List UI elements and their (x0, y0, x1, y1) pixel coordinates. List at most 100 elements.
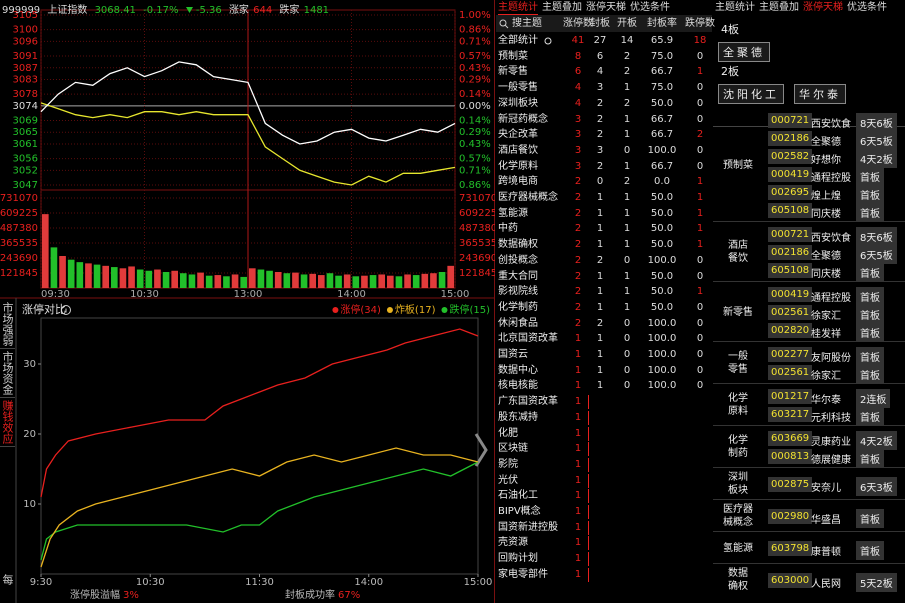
stock-code[interactable]: 002561 (768, 305, 813, 320)
stock-name[interactable]: 徐家汇 (811, 311, 841, 322)
theme-name[interactable]: 化学制药 (498, 301, 538, 313)
stock-code[interactable]: 002980 (768, 509, 813, 524)
side-tab[interactable]: 赚钱效应 (0, 398, 15, 447)
stock-name[interactable]: 好想你 (811, 155, 841, 166)
board-stock[interactable]: 全聚德 (718, 42, 770, 62)
group-label[interactable]: 新零售 (723, 306, 753, 318)
group-label[interactable]: 化学制药 (728, 435, 748, 459)
stock-code[interactable]: 002875 (768, 477, 813, 492)
theme-name[interactable]: 家电零部件 (498, 568, 548, 580)
group-label[interactable]: 预制菜 (723, 159, 753, 171)
group-label[interactable]: 医疗器械概念 (723, 504, 753, 528)
theme-name[interactable]: 跨境电商 (498, 176, 538, 188)
stock-name[interactable]: 全聚德 (811, 251, 841, 262)
stock-name[interactable]: 煌上煌 (811, 191, 841, 202)
column-header[interactable]: 封板率 (647, 18, 677, 29)
group-label[interactable]: 数据确权 (728, 568, 748, 592)
theme-name[interactable]: 股东减持 (498, 411, 538, 423)
column-header[interactable]: 跌停数 (685, 18, 715, 29)
stock-code[interactable]: 002186 (768, 131, 813, 146)
group-label[interactable]: 深圳板块 (728, 472, 748, 496)
theme-name[interactable]: 化学原料 (498, 160, 538, 172)
theme-name[interactable]: 新冠药概念 (498, 113, 548, 125)
stock-code[interactable]: 603669 (768, 431, 813, 446)
stock-code[interactable]: 000419 (768, 167, 813, 182)
stock-code[interactable]: 605108 (768, 263, 813, 278)
stock-code[interactable]: 002186 (768, 245, 813, 260)
theme-name[interactable]: 化肥 (498, 427, 518, 439)
stock-code[interactable]: 605108 (768, 203, 813, 218)
theme-name[interactable]: 影视院线 (498, 286, 538, 298)
stock-name[interactable]: 徐家汇 (811, 371, 841, 382)
stock-name[interactable]: 西安饮食 (811, 233, 851, 244)
expand-arrow[interactable] (474, 433, 488, 467)
theme-name[interactable]: 影院 (498, 458, 518, 470)
side-tab[interactable]: 市场资金 (0, 349, 15, 398)
theme-name[interactable]: 全部统计 (498, 35, 538, 46)
stock-name[interactable]: 康普顿 (811, 547, 841, 558)
theme-name[interactable]: 石油化工 (498, 490, 538, 502)
stock-code[interactable]: 000721 (768, 113, 813, 128)
info-icon[interactable] (61, 305, 71, 315)
theme-name[interactable]: 数据中心 (498, 364, 538, 376)
theme-name[interactable]: 国资新进控股 (498, 521, 558, 533)
theme-name[interactable]: 北京国资改革 (498, 333, 558, 345)
stock-name[interactable]: 华尔泰 (811, 395, 841, 406)
theme-name[interactable]: 国资云 (498, 349, 528, 360)
theme-name[interactable]: 一般零售 (498, 82, 538, 94)
stock-name[interactable]: 德展健康 (811, 455, 851, 466)
theme-name[interactable]: 氢能源 (498, 207, 528, 219)
table-tab[interactable]: 涨停天梯 (586, 2, 626, 13)
stock-name[interactable]: 人民网 (811, 579, 841, 590)
stock-name[interactable]: 全聚德 (811, 137, 841, 148)
stock-name[interactable]: 元利科技 (811, 413, 851, 424)
theme-name[interactable]: 预制菜 (498, 50, 528, 62)
board-stock[interactable]: 华尔泰 (794, 84, 846, 104)
theme-name[interactable]: 数据确权 (498, 239, 538, 251)
theme-name[interactable]: 回购计划 (498, 553, 538, 565)
stock-code[interactable]: 603217 (768, 407, 813, 422)
theme-name[interactable]: 医疗器械概念 (498, 192, 558, 203)
stock-code[interactable]: 002582 (768, 149, 813, 164)
group-label[interactable]: 酒店餐饮 (728, 240, 748, 264)
stock-code[interactable]: 001217 (768, 389, 813, 404)
table-tab[interactable]: 主题叠加 (542, 2, 582, 13)
stock-name[interactable]: 友阿股份 (811, 353, 851, 364)
theme-name[interactable]: 壳资源 (498, 537, 528, 549)
column-header[interactable]: 搜主题 (512, 18, 542, 29)
theme-name[interactable]: 休闲食品 (498, 317, 538, 329)
theme-name[interactable]: 重大合同 (498, 270, 538, 282)
stock-name[interactable]: 西安饮食 (811, 119, 851, 130)
stock-code[interactable]: 002561 (768, 365, 813, 380)
group-label[interactable]: 氢能源 (723, 542, 753, 554)
table-tab[interactable]: 主题统计 (498, 2, 538, 15)
theme-name[interactable]: 新零售 (498, 66, 528, 78)
column-header[interactable]: 开板 (617, 18, 637, 29)
stock-name[interactable]: 同庆楼 (811, 269, 841, 280)
stock-name[interactable]: 灵康药业 (811, 437, 851, 448)
theme-name[interactable]: 中药 (498, 223, 518, 235)
stock-name[interactable]: 安奈儿 (811, 483, 841, 494)
stock-name[interactable]: 通程控股 (811, 293, 851, 304)
stock-code[interactable]: 000813 (768, 449, 813, 464)
stock-name[interactable]: 通程控股 (811, 173, 851, 184)
side-tab[interactable]: 市场强弱 (0, 300, 15, 349)
theme-name[interactable]: 创投概念 (498, 254, 538, 266)
column-header[interactable]: 涨停数 (563, 18, 593, 29)
stock-code[interactable]: 002820 (768, 323, 813, 338)
theme-name[interactable]: 区块链 (498, 443, 528, 455)
theme-name[interactable]: 核电核能 (498, 380, 538, 392)
board-stock[interactable]: 沈阳化工 (718, 84, 784, 104)
stock-name[interactable]: 华盛昌 (811, 515, 841, 526)
theme-name[interactable]: BIPV概念 (498, 506, 541, 517)
column-header[interactable]: 封板 (590, 18, 610, 29)
stock-code[interactable]: 603798 (768, 541, 813, 556)
theme-name[interactable]: 光伏 (498, 474, 518, 486)
ladder-tab[interactable]: 主题统计 (715, 2, 755, 13)
group-label[interactable]: 一般零售 (728, 351, 748, 375)
group-label[interactable]: 化学原料 (728, 393, 748, 417)
stock-code[interactable]: 603000 (768, 573, 813, 588)
ladder-tab[interactable]: 涨停天梯 (803, 2, 843, 13)
stock-code[interactable]: 002277 (768, 347, 813, 362)
theme-name[interactable]: 央企改革 (498, 129, 538, 141)
